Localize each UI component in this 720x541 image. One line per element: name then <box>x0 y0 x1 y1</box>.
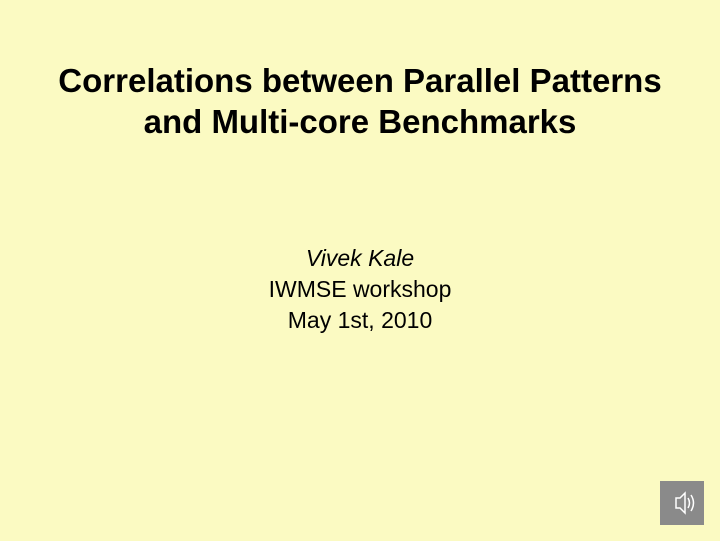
slide-content: Correlations between Parallel Patterns a… <box>0 0 720 336</box>
author-name: Vivek Kale <box>0 243 720 274</box>
workshop-name: IWMSE workshop <box>0 274 720 305</box>
audio-icon[interactable] <box>660 481 704 525</box>
presentation-date: May 1st, 2010 <box>0 305 720 336</box>
author-block: Vivek Kale IWMSE workshop May 1st, 2010 <box>0 243 720 336</box>
slide-title: Correlations between Parallel Patterns a… <box>0 60 720 143</box>
